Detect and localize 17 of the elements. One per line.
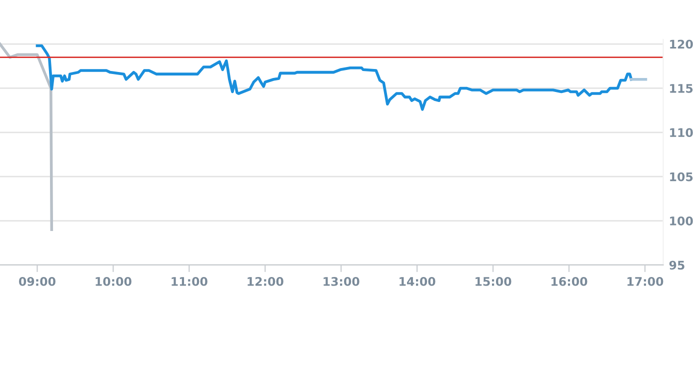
x-tick-label: 15:00 — [476, 277, 512, 286]
x-tick-label: 17:00 — [628, 277, 664, 286]
line-series — [0, 42, 54, 232]
y-tick-label: 120 — [670, 40, 693, 49]
x-tick-label: 12:00 — [248, 277, 284, 286]
x-tick-label: 09:00 — [19, 277, 56, 286]
y-tick-label: 95 — [669, 260, 684, 270]
x-tick-label: 10:00 — [96, 277, 132, 286]
y-tick-label: 100 — [670, 216, 693, 226]
y-tick-label: 115 — [670, 84, 693, 93]
y-tick-label: 105 — [670, 172, 693, 182]
y-tick-label: 110 — [670, 128, 693, 138]
x-tick-label: 11:00 — [172, 277, 208, 286]
line-series — [36, 44, 633, 111]
x-tick-label: 13:00 — [324, 277, 360, 286]
x-tick-label: 16:00 — [552, 277, 588, 286]
x-tick-label: 14:00 — [400, 277, 436, 286]
